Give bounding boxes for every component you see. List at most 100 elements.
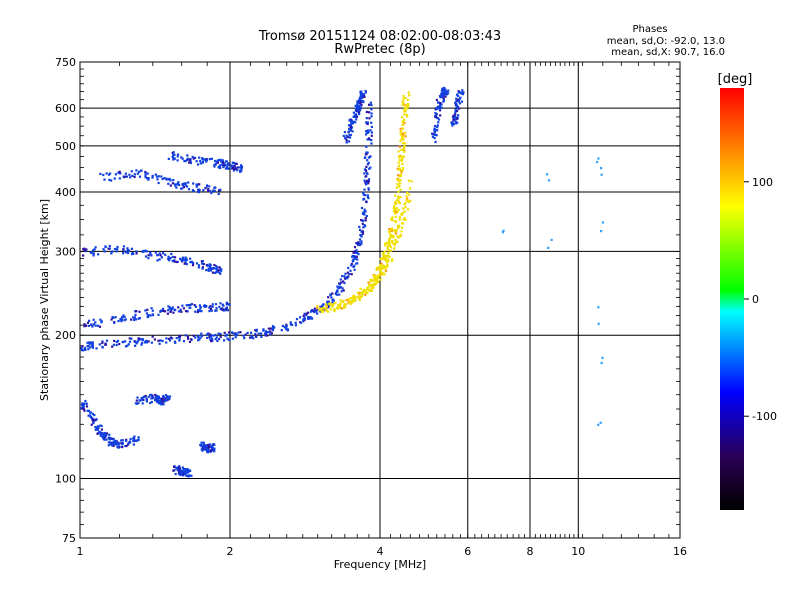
data-point: [184, 256, 187, 259]
data-point: [250, 336, 253, 339]
data-point: [348, 124, 351, 127]
data-point: [391, 242, 394, 245]
data-point: [404, 131, 407, 134]
data-point: [364, 194, 367, 197]
data-point: [192, 157, 195, 160]
data-point: [333, 308, 336, 311]
data-point: [103, 250, 106, 253]
data-point: [86, 321, 90, 324]
data-point: [171, 156, 174, 159]
data-point: [377, 280, 380, 283]
data-point: [194, 310, 197, 313]
data-point: [160, 175, 163, 178]
data-point: [357, 106, 360, 109]
data-point: [130, 318, 133, 321]
data-point: [242, 334, 245, 337]
data-point: [255, 335, 258, 338]
data-point: [397, 155, 401, 158]
data-point: [321, 304, 324, 307]
data-point: [359, 234, 362, 237]
data-point: [358, 299, 361, 302]
data-point: [181, 183, 184, 186]
data-point: [205, 269, 208, 272]
data-point: [402, 155, 405, 158]
data-point: [376, 266, 379, 269]
data-point: [381, 267, 384, 270]
data-point: [451, 124, 454, 127]
data-point: [204, 444, 207, 447]
data-point: [254, 329, 257, 332]
data-point: [395, 230, 398, 233]
data-point: [327, 300, 330, 303]
data-point: [186, 157, 189, 160]
data-point: [167, 398, 170, 401]
data-point: [254, 334, 258, 337]
data-point: [403, 122, 406, 125]
data-point: [113, 321, 116, 324]
data-point: [439, 102, 442, 105]
data-point: [329, 308, 332, 311]
data-point: [225, 303, 228, 306]
data-point: [123, 319, 126, 322]
data-point: [341, 287, 344, 290]
data-point: [208, 306, 211, 309]
data-point: [458, 107, 461, 110]
data-point: [392, 236, 395, 239]
data-point: [160, 403, 163, 406]
data-point: [173, 157, 176, 160]
data-point: [158, 342, 161, 345]
data-point: [406, 106, 409, 109]
data-point: [342, 134, 345, 137]
data-point: [356, 106, 359, 110]
data-point: [364, 217, 367, 220]
data-point: [186, 468, 190, 471]
data-point: [348, 119, 351, 122]
data-point: [161, 398, 164, 401]
data-point: [368, 284, 371, 287]
data-point: [152, 397, 155, 400]
data-point: [353, 268, 356, 271]
data-point: [366, 159, 369, 162]
data-point: [409, 187, 412, 190]
data-point: [214, 309, 217, 312]
data-point: [349, 125, 352, 128]
data-point: [215, 307, 218, 310]
data-point: [167, 157, 170, 160]
data-point: [182, 307, 185, 310]
data-point: [104, 343, 107, 346]
data-point: [452, 119, 455, 122]
data-point: [369, 101, 372, 104]
data-point: [184, 160, 187, 163]
data-point: [194, 336, 197, 339]
data-point: [367, 197, 370, 200]
data-point: [396, 182, 399, 186]
data-point: [375, 268, 378, 271]
data-point: [212, 189, 215, 192]
data-point: [136, 172, 139, 175]
data-point: [124, 340, 127, 343]
data-point: [144, 309, 147, 312]
data-point: [231, 166, 234, 169]
data-point: [222, 164, 226, 167]
data-point: [111, 250, 114, 253]
data-point: [185, 259, 188, 262]
data-point: [399, 133, 402, 136]
data-point: [114, 443, 117, 446]
data-point: [228, 338, 231, 341]
data-point: [197, 264, 201, 267]
data-point: [239, 331, 242, 334]
data-point: [316, 304, 319, 307]
data-point: [373, 274, 376, 278]
data-point: [175, 186, 178, 189]
data-point: [92, 249, 95, 252]
data-point: [368, 117, 371, 120]
data-point: [383, 257, 386, 261]
data-point: [394, 215, 397, 218]
data-point: [388, 244, 391, 247]
data-point: [219, 158, 222, 161]
data-point: [600, 361, 603, 365]
data-point: [191, 155, 194, 158]
data-point: [597, 423, 600, 426]
data-point: [205, 333, 208, 336]
data-point: [206, 190, 210, 193]
